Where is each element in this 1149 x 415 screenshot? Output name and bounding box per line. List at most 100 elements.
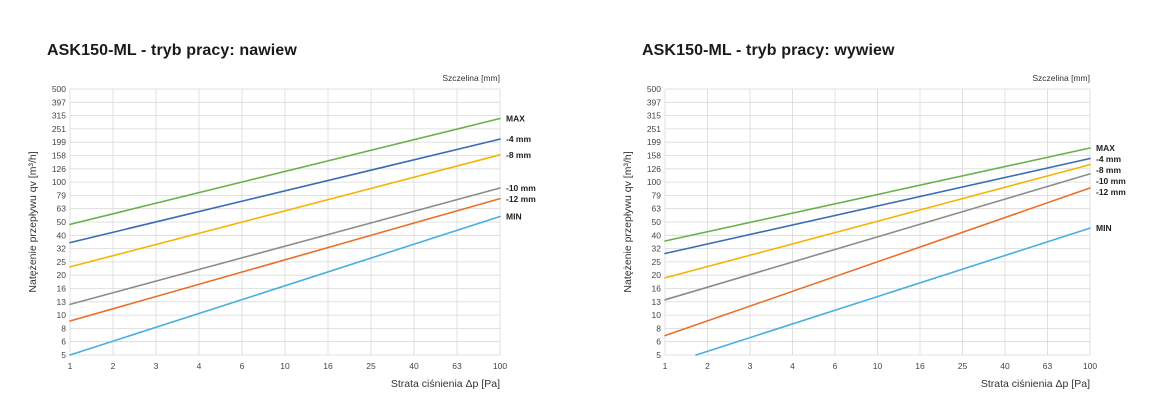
x-tick-label: 63 — [1043, 361, 1053, 371]
y-tick-label: 158 — [52, 151, 66, 161]
y-tick-label: 40 — [652, 230, 662, 240]
series-line-0 — [69, 117, 501, 226]
series-end-label: -8 mm — [506, 150, 531, 160]
y-tick-label: 315 — [52, 111, 66, 121]
series-line-3 — [69, 187, 501, 306]
series-end-label: -12 mm — [1096, 187, 1126, 197]
x-tick-label: 4 — [197, 361, 202, 371]
y-tick-label: 251 — [52, 124, 66, 134]
series-end-label: -4 mm — [506, 134, 531, 144]
series-line-4 — [664, 187, 1091, 337]
chart-title: ASK150-ML - tryb pracy: wywiew — [642, 42, 895, 59]
y-tick-label: 63 — [652, 204, 662, 214]
series-line-2 — [69, 154, 501, 268]
y-tick-label: 8 — [656, 323, 661, 333]
y-tick-label: 40 — [57, 230, 67, 240]
y-tick-label: 50 — [57, 217, 67, 227]
x-tick-label: 16 — [323, 361, 333, 371]
x-tick-label: 16 — [915, 361, 925, 371]
y-tick-label: 5 — [656, 350, 661, 360]
y-tick-label: 79 — [57, 190, 67, 200]
series-end-label: MIN — [1096, 223, 1112, 233]
series-line-4 — [69, 197, 501, 322]
x-tick-label: 40 — [1000, 361, 1010, 371]
y-tick-label: 126 — [52, 164, 66, 174]
y-tick-label: 126 — [647, 164, 661, 174]
series-end-label: -12 mm — [506, 194, 536, 204]
y-tick-label: 32 — [652, 244, 662, 254]
y-tick-label: 32 — [57, 244, 67, 254]
y-tick-label: 79 — [652, 190, 662, 200]
y-tick-label: 8 — [61, 323, 66, 333]
x-tick-label: 40 — [409, 361, 419, 371]
x-axis-label: Strata ciśnienia Δp [Pa] — [391, 378, 500, 390]
x-tick-label: 1 — [663, 361, 668, 371]
x-tick-label: 2 — [111, 361, 116, 371]
legend-title: Szczelina [mm] — [442, 73, 500, 83]
y-tick-label: 63 — [57, 204, 67, 214]
y-tick-label: 251 — [647, 124, 661, 134]
x-tick-label: 100 — [493, 361, 507, 371]
y-tick-label: 500 — [647, 84, 661, 94]
y-tick-label: 25 — [652, 257, 662, 267]
series-end-label: -10 mm — [1096, 176, 1126, 186]
series-line-1 — [69, 138, 501, 244]
y-tick-label: 20 — [652, 270, 662, 280]
series-line-5 — [69, 215, 501, 356]
y-tick-label: 16 — [57, 284, 67, 294]
y-tick-label: 50 — [652, 217, 662, 227]
x-tick-label: 10 — [873, 361, 883, 371]
series-line-2 — [664, 163, 1091, 279]
x-tick-label: 10 — [280, 361, 290, 371]
chart-plot: 5681013162025324050637910012615819925131… — [622, 73, 1126, 390]
x-tick-label: 2 — [705, 361, 710, 371]
y-tick-label: 397 — [647, 97, 661, 107]
y-tick-label: 13 — [57, 297, 67, 307]
y-tick-label: 20 — [57, 270, 67, 280]
series-line-3 — [664, 173, 1091, 301]
series-line-1 — [664, 157, 1091, 255]
x-axis-label: Strata ciśnienia Δp [Pa] — [981, 378, 1090, 390]
chart-plot: 5681013162025324050637910012615819925131… — [27, 73, 536, 390]
series-end-label: MAX — [506, 114, 525, 124]
x-tick-label: 3 — [748, 361, 753, 371]
y-axis-label: Natężenie przepływu qv [m³/h] — [27, 151, 39, 292]
x-tick-label: 25 — [366, 361, 376, 371]
y-tick-label: 5 — [61, 350, 66, 360]
y-tick-label: 100 — [52, 177, 66, 187]
x-tick-label: 6 — [240, 361, 245, 371]
y-tick-label: 13 — [652, 297, 662, 307]
y-tick-label: 16 — [652, 284, 662, 294]
y-tick-label: 10 — [57, 310, 67, 320]
y-tick-label: 10 — [652, 310, 662, 320]
chart-panel-nawiew: ASK150-ML - tryb pracy: nawiew 5 6 8 10 13 16… — [0, 0, 560, 415]
y-tick-label: 315 — [647, 111, 661, 121]
series-line-0 — [664, 147, 1091, 242]
series-end-label: -4 mm — [1096, 154, 1121, 164]
y-tick-label: 500 — [52, 84, 66, 94]
y-tick-label: 397 — [52, 97, 66, 107]
x-tick-label: 1 — [68, 361, 73, 371]
series-end-label: -8 mm — [1096, 165, 1121, 175]
y-axis-label: Natężenie przepływu qv [m³/h] — [622, 151, 634, 292]
x-tick-label: 63 — [452, 361, 462, 371]
y-tick-label: 100 — [647, 177, 661, 187]
chart-title: ASK150-ML - tryb pracy: nawiew — [47, 42, 297, 59]
y-tick-label: 6 — [61, 337, 66, 347]
x-tick-label: 4 — [790, 361, 795, 371]
y-tick-label: 158 — [647, 151, 661, 161]
series-end-label: -10 mm — [506, 183, 536, 193]
chart-panel-wywiew: ASK150-ML - tryb pracy: wywiew 5 6 8 10 13 16… — [580, 0, 1140, 415]
y-tick-label: 199 — [52, 137, 66, 147]
x-tick-label: 100 — [1083, 361, 1097, 371]
y-tick-label: 25 — [57, 257, 67, 267]
y-tick-label: 6 — [656, 337, 661, 347]
x-tick-label: 6 — [833, 361, 838, 371]
series-end-label: MAX — [1096, 143, 1115, 153]
y-tick-label: 199 — [647, 137, 661, 147]
series-end-label: MIN — [506, 211, 522, 221]
legend-title: Szczelina [mm] — [1032, 73, 1090, 83]
series-line-5 — [695, 227, 1091, 356]
x-tick-label: 25 — [958, 361, 968, 371]
x-tick-label: 3 — [154, 361, 159, 371]
